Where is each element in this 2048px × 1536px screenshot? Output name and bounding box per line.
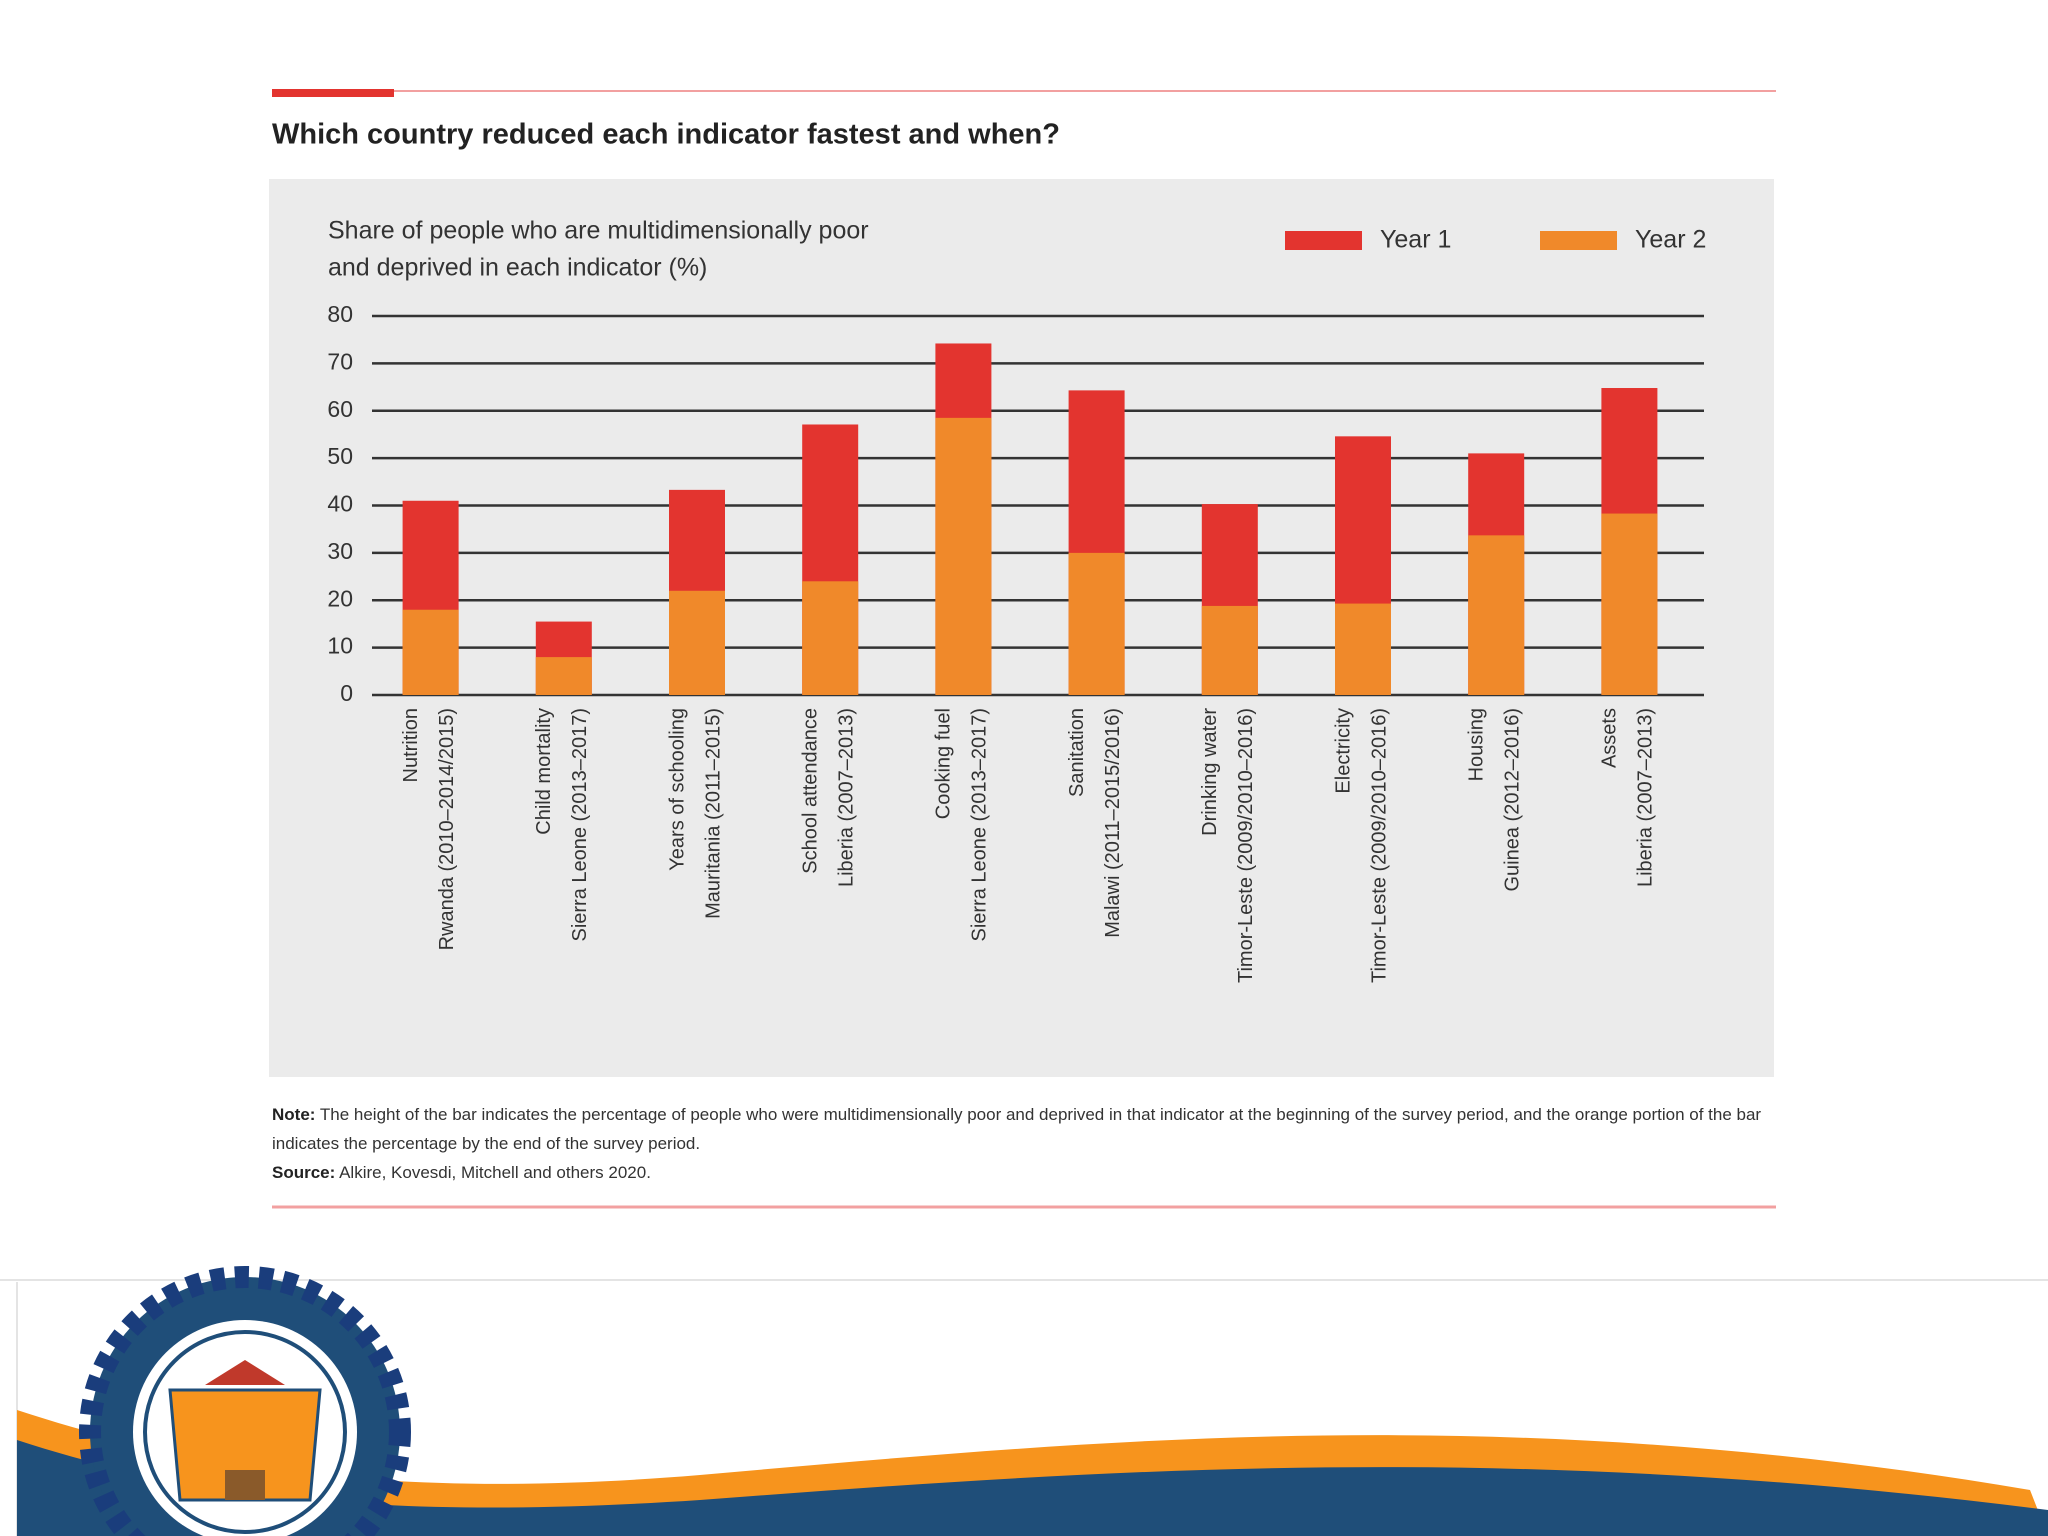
y-tick-label: 40 (327, 491, 353, 517)
x-tick-label: Nutrition (400, 708, 422, 782)
y-tick-label: 10 (327, 633, 353, 659)
x-tick-label: Malawi (2011–2015/2016) (1102, 708, 1124, 938)
x-tick-label: Years of schooling (666, 708, 688, 871)
y-tick-label: 50 (327, 443, 353, 469)
x-tick-label: Liberia (2007–2013) (1635, 708, 1657, 887)
bar (802, 581, 859, 695)
bar (935, 417, 992, 695)
y-tick-label: 70 (327, 348, 353, 374)
source-label: Source: (272, 1163, 336, 1182)
x-tick-label: Timor-Leste (2009/2010–2016) (1235, 708, 1257, 983)
bar (535, 657, 592, 695)
bar (669, 590, 725, 695)
x-tick-label: Child mortality (533, 708, 555, 835)
note-label: Note: (272, 1105, 316, 1124)
x-tick-label: Timor-Leste (2009/2010–2016) (1368, 708, 1390, 983)
x-tick-label: Sierra Leone (2013–2017) (969, 708, 991, 942)
footer-wave (17, 1440, 2048, 1536)
y-axis-label: Share of people who are multidimensional… (328, 217, 869, 245)
chart-panel (269, 179, 1774, 1077)
x-tick-label: Assets (1599, 708, 1621, 768)
x-tick-label: Drinking water (1199, 708, 1221, 836)
legend-swatch (1285, 231, 1362, 250)
x-tick-label: Cooking fuel (933, 708, 955, 819)
bar (1601, 513, 1658, 695)
y-tick-label: 80 (327, 301, 353, 327)
x-tick-label: Electricity (1332, 708, 1354, 794)
note-text: The height of the bar indicates the perc… (272, 1105, 1762, 1153)
x-tick-label: Sanitation (1066, 708, 1088, 797)
bar (402, 609, 459, 695)
y-tick-label: 60 (327, 396, 353, 422)
logo (79, 1266, 411, 1536)
x-tick-label: Liberia (2007–2013) (835, 708, 857, 887)
page-title: Which country reduced each indicator fas… (272, 119, 1060, 151)
legend-swatch (1540, 231, 1617, 250)
x-tick-label: Guinea (2012–2016) (1501, 708, 1523, 891)
x-tick-label: Mauritania (2011–2015) (702, 708, 724, 919)
y-tick-label: 30 (327, 538, 353, 564)
y-axis-label: and deprived in each indicator (%) (328, 254, 707, 282)
y-tick-label: 0 (340, 680, 353, 706)
bar (1068, 552, 1125, 695)
note: Note: The height of the bar indicates th… (272, 1100, 1776, 1187)
bar (1468, 535, 1525, 695)
bar (1201, 605, 1258, 695)
source-text: Alkire, Kovesdi, Mitchell and others 202… (339, 1163, 651, 1182)
legend-label: Year 2 (1635, 226, 1706, 254)
x-tick-label: Sierra Leone (2013–2017) (569, 708, 591, 942)
legend-label: Year 1 (1380, 226, 1451, 254)
y-tick-label: 20 (327, 585, 353, 611)
x-tick-label: School attendance (799, 708, 821, 874)
accent-bar (272, 89, 394, 97)
bar (1335, 603, 1391, 695)
x-tick-label: Housing (1465, 708, 1487, 781)
x-tick-label: Rwanda (2010–2014/2015) (436, 708, 458, 950)
